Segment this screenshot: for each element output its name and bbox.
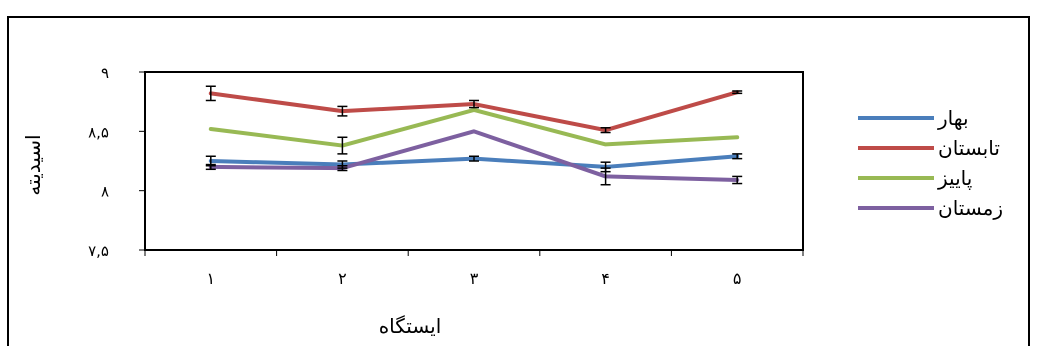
x-tick-label: ۲: [338, 269, 347, 288]
legend-label: تابستان: [938, 136, 1000, 160]
legend: بهار تابستان پاییز زمستان: [858, 106, 1003, 220]
series-line: [208, 129, 740, 182]
legend-label: زمستان: [938, 196, 1003, 220]
x-axis-title: ایستگاه: [379, 314, 442, 338]
x-tick-label: ۱: [207, 269, 216, 288]
legend-label: بهار: [937, 106, 969, 130]
chart-area-border: [7, 16, 1030, 346]
legend-label: پاییز: [937, 166, 972, 191]
y-tick-label: ۷,۵: [88, 242, 109, 260]
y-tick-label: ۹: [101, 64, 109, 82]
y-tick-label: ۸,۵: [88, 123, 109, 141]
y-tick-label: ۸: [101, 183, 109, 201]
series-line: [208, 107, 740, 148]
y-axis-title: اسیدیته: [21, 134, 45, 195]
x-tick-label: ۳: [470, 269, 479, 288]
x-tick-label: ۴: [601, 269, 610, 288]
plot-area-border: [144, 71, 804, 251]
x-tick-label: ۵: [733, 269, 742, 288]
